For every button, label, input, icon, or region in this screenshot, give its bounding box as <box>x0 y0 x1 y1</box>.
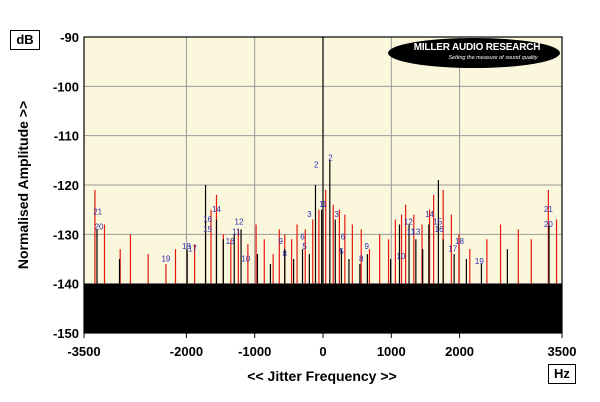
harmonic-label-2: 1 <box>319 200 324 209</box>
harmonic-label-3: 1 <box>322 200 327 209</box>
x-tick-label-1: -2000 <box>170 344 203 359</box>
harmonic-label-21: 13 <box>411 227 420 236</box>
harmonic-label-37: 21 <box>544 205 553 214</box>
harmonic-label-33: 19 <box>475 257 484 266</box>
plot-frame <box>83 36 563 334</box>
y-tick-label-5: -140 <box>53 277 79 292</box>
harmonic-label-19: 12 <box>404 217 413 226</box>
harmonic-label-30: 18 <box>182 242 191 251</box>
harmonic-label-8: 6 <box>300 232 305 241</box>
x-tick-labels: -3500 -2000 -1000 0 1000 2000 3500 <box>67 344 576 359</box>
y-tick-label-3: -120 <box>53 178 79 193</box>
harmonic-label-24: 15 <box>203 225 212 234</box>
harmonic-label-1: 2 <box>328 153 333 162</box>
harmonic-label-17: 11 <box>407 227 416 236</box>
harmonic-label-23: 14 <box>425 210 434 219</box>
brand-logo: MILLER AUDIO RESEARCH Setting the measur… <box>388 38 560 68</box>
y-tick-labels: -90 -100 -110 -120 -130 -140 -150 <box>53 30 79 341</box>
harmonic-label-6: 5 <box>302 242 307 251</box>
harmonic-label-4: 3 <box>307 210 312 219</box>
harmonic-label-7: 5 <box>339 247 344 256</box>
harmonic-label-32: 19 <box>161 254 170 263</box>
harmonic-label-15: 10 <box>396 252 405 261</box>
x-tick-label-4: 1000 <box>377 344 406 359</box>
harmonic-label-35: 20 <box>544 220 553 229</box>
harmonic-label-9: 6 <box>341 232 346 241</box>
harmonic-label-26: 16 <box>203 215 212 224</box>
harmonic-label-13: 8 <box>359 254 364 263</box>
x-tick-label-0: -3500 <box>67 344 100 359</box>
x-unit-box: Hz <box>548 364 576 384</box>
harmonic-label-0: 2 <box>314 161 319 170</box>
y-tick-label-2: -110 <box>54 129 79 144</box>
harmonic-label-12: 8 <box>283 250 288 259</box>
logo-title: MILLER AUDIO RESEARCH <box>413 42 541 53</box>
harmonic-label-31: 18 <box>455 237 464 246</box>
harmonic-label-34: 20 <box>95 222 104 231</box>
x-tick-label-2: -1000 <box>238 344 271 359</box>
harmonic-label-18: 12 <box>235 217 244 226</box>
y-axis-title: Normalised Amplitude >> <box>15 101 31 269</box>
y-tick-label-0: -90 <box>60 30 79 45</box>
series-layer <box>94 37 558 284</box>
harmonic-label-28: 17 <box>188 245 197 254</box>
harmonic-label-22: 14 <box>212 205 221 214</box>
harmonic-label-36: 21 <box>93 208 102 217</box>
x-tick-label-6: 3500 <box>548 344 577 359</box>
harmonic-label-14: 10 <box>241 254 250 263</box>
harmonic-label-25: 15 <box>433 217 442 226</box>
harmonic-label-5: 3 <box>334 210 339 219</box>
y-tick-label-4: -130 <box>53 227 79 242</box>
harmonic-label-29: 17 <box>448 245 457 254</box>
harmonic-label-20: 13 <box>226 237 235 246</box>
x-axis-title: << Jitter Frequency >> <box>247 368 396 384</box>
logo-badge <box>388 38 560 68</box>
harmonic-label-27: 16 <box>435 225 444 234</box>
y-tick-label-1: -100 <box>53 79 79 94</box>
harmonic-label-11: 9 <box>364 242 369 251</box>
harmonic-label-10: 9 <box>278 237 283 246</box>
x-tick-label-3: 0 <box>319 344 326 359</box>
logo-tagline: Setting the measure of sound quality <box>448 55 538 61</box>
harmonic-label-16: 11 <box>232 227 241 236</box>
y-tick-label-6: -150 <box>53 326 79 341</box>
noise-floor <box>84 283 562 333</box>
y-unit-box: dB <box>10 30 40 50</box>
x-tick-label-5: 2000 <box>445 344 474 359</box>
x-tick-marks <box>83 333 563 338</box>
